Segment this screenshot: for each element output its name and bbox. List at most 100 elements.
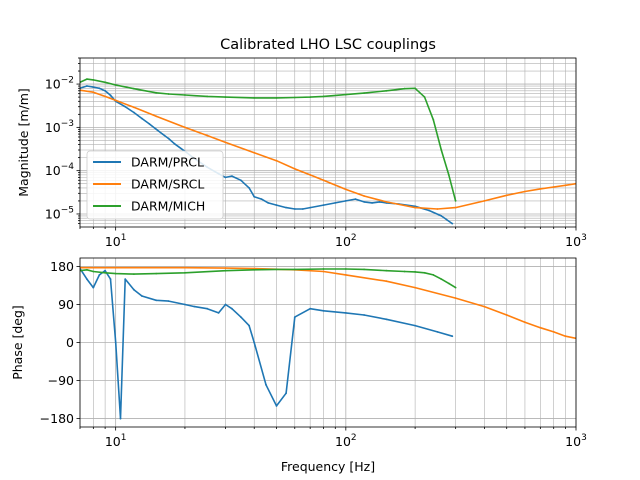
magnitude-data-point — [440, 149, 443, 151]
phase-data-point — [92, 270, 95, 273]
magnitude-data-point — [155, 128, 158, 131]
magnitude-axes-frame — [79, 57, 577, 228]
phase-y-tick-label: −180 — [40, 411, 74, 426]
phase-data-point — [309, 307, 312, 310]
phase-data-point — [133, 288, 135, 291]
magnitude-data-point — [454, 206, 457, 209]
magnitude-data-point — [385, 201, 388, 203]
phase-data-point — [155, 299, 158, 302]
magnitude-y-ticks: 10−5 10−4 10−3 10−2 — [45, 57, 80, 224]
phase-data-point — [322, 309, 325, 312]
phase-data-point — [423, 271, 426, 274]
legend-label-mich: DARM/MICH — [131, 199, 205, 214]
magnitude-series — [80, 78, 576, 225]
phase-data-point — [114, 266, 117, 269]
magnitude-data-point — [505, 194, 508, 197]
phase-data-point — [322, 268, 325, 270]
legend-label-prcl: DARM/PRCL — [131, 155, 204, 170]
magnitude-data-point — [155, 91, 158, 94]
phase-data-point — [505, 314, 508, 316]
phase-data-point — [564, 335, 567, 338]
magnitude-data-point — [133, 87, 135, 90]
phase-data-point — [454, 297, 457, 299]
magnitude-data-point — [275, 204, 278, 207]
phase-data-point — [240, 316, 242, 318]
phase-data-point — [414, 324, 416, 327]
phase-y-axis-label: Phase [deg] — [10, 305, 25, 380]
phase-data-point — [385, 280, 388, 283]
magnitude-data-point — [309, 174, 312, 176]
magnitude-data-point — [322, 95, 325, 98]
magnitude-data-point — [322, 204, 325, 207]
phase-data-point — [524, 321, 526, 324]
phase-data-point — [224, 303, 227, 306]
magnitude-data-point — [432, 118, 435, 121]
magnitude-data-point — [104, 95, 106, 98]
magnitude-data-point — [385, 89, 388, 92]
magnitude-data-point — [428, 209, 430, 212]
chart-title: Calibrated LHO LSC couplings — [220, 37, 436, 53]
phase-y-ticks: 180 90 0 −90 −180 — [40, 259, 80, 426]
magnitude-data-point — [275, 97, 278, 99]
phase-data-point — [155, 272, 158, 275]
phase-data-point — [184, 271, 186, 274]
magnitude-data-point — [253, 195, 256, 198]
magnitude-data-point — [293, 96, 296, 99]
phase-data-point — [414, 271, 416, 273]
magnitude-data-point — [363, 201, 365, 203]
magnitude-data-point — [124, 105, 127, 108]
phase-data-point — [109, 278, 112, 280]
phase-data-point — [322, 270, 325, 273]
magnitude-y-tick-label: 10−5 — [45, 205, 74, 221]
magnitude-data-point — [414, 87, 416, 90]
magnitude-data-point — [293, 208, 296, 210]
phase-x-tick-label: 101 — [105, 433, 127, 449]
phase-y-tick-label: 90 — [58, 297, 74, 312]
magnitude-data-point — [414, 206, 416, 209]
phase-data-point — [344, 274, 347, 276]
phase-data-point — [167, 300, 170, 302]
phase-data-point — [275, 405, 278, 407]
phase-data-point — [403, 270, 406, 273]
phase-data-point — [454, 286, 457, 289]
phase-data-point — [217, 312, 220, 314]
magnitude-data-point — [224, 96, 227, 98]
phase-x-ticks: 101 102 103 — [79, 427, 587, 449]
magnitude-data-point — [451, 222, 454, 225]
magnitude-data-point — [248, 187, 251, 189]
magnitude-data-point — [564, 184, 567, 187]
magnitude-data-point — [363, 195, 365, 197]
magnitude-data-point — [539, 188, 542, 190]
phase-data-point — [224, 267, 227, 269]
phase-data-point — [385, 318, 388, 321]
magnitude-data-point — [167, 137, 170, 140]
magnitude-data-point — [224, 141, 227, 144]
magnitude-data-point — [301, 208, 304, 210]
magnitude-x-tick-label: 103 — [565, 233, 587, 249]
magnitude-data-point — [322, 179, 325, 182]
phase-data-point — [344, 268, 347, 270]
magnitude-data-point — [260, 198, 263, 201]
phase-y-tick-label: 180 — [50, 259, 74, 274]
magnitude-data-point — [344, 93, 347, 96]
magnitude-data-point — [371, 202, 373, 204]
magnitude-data-point — [240, 179, 242, 182]
magnitude-data-point — [354, 198, 357, 201]
magnitude-x-tick-label: 102 — [335, 233, 357, 249]
phase-data-point — [98, 274, 101, 276]
legend-label-srcl: DARM/SRCL — [131, 177, 204, 192]
magnitude-data-point — [524, 190, 526, 193]
phase-data-point — [539, 326, 542, 329]
magnitude-data-point — [98, 87, 101, 90]
frequency-x-axis-label: Frequency [Hz] — [281, 459, 375, 474]
magnitude-data-point — [206, 95, 209, 98]
phase-data-point — [451, 335, 454, 338]
magnitude-data-point — [344, 200, 347, 202]
magnitude-data-point — [253, 97, 256, 99]
magnitude-data-point — [403, 87, 406, 90]
magnitude-data-point — [285, 206, 287, 209]
phase-x-tick-label: 103 — [565, 433, 587, 449]
magnitude-data-point — [309, 206, 312, 209]
magnitude-data-point — [378, 201, 381, 203]
